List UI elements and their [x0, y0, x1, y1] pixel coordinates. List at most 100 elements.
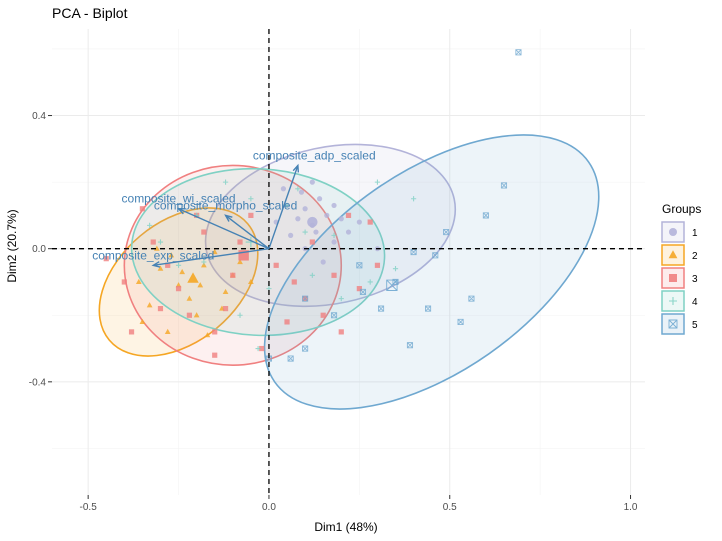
data-point — [356, 262, 363, 269]
data-point — [424, 305, 432, 312]
data-point — [153, 245, 160, 251]
variable-arrowhead — [151, 261, 161, 268]
data-point — [201, 229, 207, 235]
data-point — [248, 196, 254, 202]
data-point — [222, 306, 229, 312]
data-point — [468, 295, 475, 302]
data-point — [316, 196, 323, 202]
variable-arrow — [225, 214, 270, 250]
data-point — [392, 266, 399, 272]
data-point — [237, 239, 243, 245]
legend-label: 3 — [692, 274, 698, 285]
variable-arrowhead — [176, 208, 186, 215]
data-point — [204, 332, 211, 338]
data-point — [255, 345, 261, 352]
data-point — [175, 262, 182, 268]
legend-marker — [669, 297, 677, 305]
panel-background — [52, 29, 645, 495]
x-tick-label: 0.0 — [262, 502, 276, 513]
data-point — [515, 49, 522, 56]
legend-marker — [669, 228, 677, 236]
legend-item-5: 5 — [661, 313, 698, 335]
y-tick-label: -0.4 — [29, 377, 47, 388]
data-point — [345, 229, 352, 235]
data-point — [482, 212, 489, 219]
legend-label: 5 — [692, 320, 698, 331]
data-point — [330, 312, 338, 319]
data-point — [284, 202, 290, 209]
legend-marker — [669, 274, 677, 282]
data-point — [248, 278, 254, 285]
legend-item-1: 1 — [661, 221, 698, 243]
ellipse-group-2 — [98, 207, 259, 357]
y-tick-label: 0.0 — [32, 244, 46, 255]
data-point — [179, 268, 186, 275]
data-point — [222, 288, 229, 295]
variable-arrowhead — [292, 163, 300, 173]
data-point — [374, 262, 381, 268]
axes: -0.5 0.0 0.5 1.0 -0.4 0.0 0.4 — [29, 111, 638, 513]
legend: Groups 1 2 3 4 5 — [661, 202, 701, 335]
data-point — [432, 252, 439, 259]
data-point — [345, 212, 352, 218]
legend-item-2: 2 — [661, 244, 698, 266]
data-point — [201, 262, 207, 268]
data-point — [331, 202, 337, 209]
data-point — [338, 329, 344, 335]
data-point — [313, 229, 319, 235]
plot-panel: composite_adp_scaled composite_morpho_sca… — [52, 29, 645, 495]
data-point — [175, 286, 182, 292]
series-group-1 — [273, 179, 381, 265]
data-point — [168, 252, 175, 258]
data-point — [146, 302, 153, 308]
data-point — [331, 232, 337, 238]
data-point — [273, 262, 279, 268]
data-point — [135, 278, 142, 285]
data-point — [212, 352, 218, 358]
variable-label: composite_morpho_scaled — [154, 198, 297, 212]
series-group-4 — [147, 179, 417, 352]
data-point — [128, 329, 135, 335]
data-point — [410, 248, 417, 256]
data-point — [147, 222, 153, 228]
data-point — [186, 312, 193, 318]
data-point — [356, 219, 362, 225]
data-point — [230, 272, 236, 278]
data-point — [211, 248, 218, 255]
data-point — [309, 179, 315, 185]
data-point — [320, 312, 326, 318]
data-point — [212, 329, 218, 335]
legend-marker — [668, 250, 678, 259]
legend-items: 1 2 3 4 5 — [661, 221, 698, 335]
data-point — [197, 282, 204, 288]
data-point — [377, 305, 385, 312]
data-point — [324, 212, 330, 218]
data-point — [103, 256, 109, 262]
legend-marker — [668, 319, 678, 329]
ellipse-group-4 — [130, 167, 386, 337]
legend-label: 4 — [692, 297, 698, 308]
data-point — [248, 212, 254, 218]
data-point — [186, 295, 193, 301]
data-point — [309, 272, 315, 278]
variable-arrow — [178, 208, 270, 250]
group-centroid — [238, 250, 249, 261]
data-point — [265, 355, 273, 362]
chart-title: PCA - Biplot — [52, 5, 128, 21]
data-point — [201, 259, 207, 265]
legend-item-4: 4 — [661, 290, 698, 312]
data-point — [374, 179, 381, 185]
data-point — [302, 206, 308, 212]
data-point — [139, 206, 145, 212]
legend-label: 1 — [692, 228, 698, 239]
data-point — [157, 306, 164, 312]
data-point — [309, 239, 315, 245]
y-tick-label: 0.4 — [32, 111, 46, 122]
legend-title: Groups — [662, 202, 701, 216]
data-point — [331, 272, 337, 278]
data-point — [295, 216, 301, 222]
data-point — [139, 318, 146, 324]
data-point — [302, 345, 309, 352]
data-point — [237, 312, 243, 318]
